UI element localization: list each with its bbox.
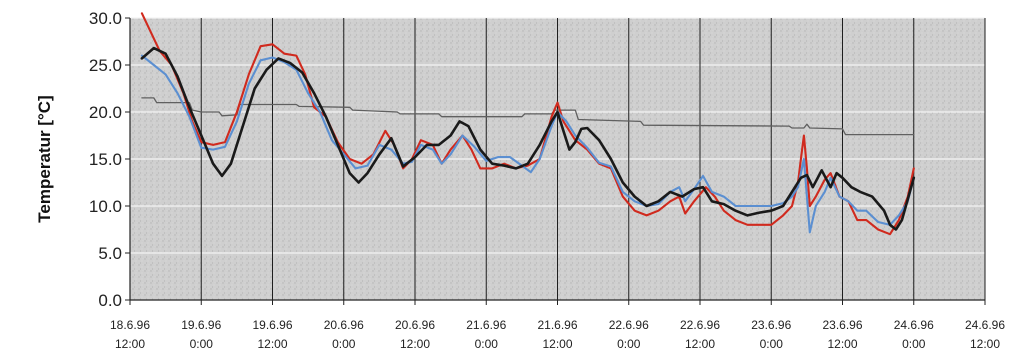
- series-group: [140, 12, 916, 236]
- y-tick-label: 15.0: [89, 150, 122, 169]
- y-tick-label: 20.0: [89, 103, 122, 122]
- y-tick-label: 25.0: [89, 56, 122, 75]
- x-tick-date: 20.6.96: [324, 318, 364, 332]
- x-tick-date: 24.6.96: [894, 318, 934, 332]
- x-tick-date: 23.6.96: [751, 318, 791, 332]
- x-tick-time: 12:00: [400, 337, 430, 351]
- series-line-2: [140, 46, 916, 231]
- x-tick-date: 21.6.96: [466, 318, 506, 332]
- y-axis-label: Temperatur [°C]: [35, 95, 54, 222]
- x-tick-time: 0:00: [902, 337, 926, 351]
- x-tick-time: 12:00: [115, 337, 145, 351]
- x-tick-time: 12:00: [542, 337, 572, 351]
- y-tick-label: 10.0: [89, 197, 122, 216]
- x-tick-date: 22.6.96: [609, 318, 649, 332]
- x-tick-date: 19.6.96: [252, 318, 292, 332]
- x-tick-date: 20.6.96: [395, 318, 435, 332]
- x-tick-time: 0:00: [475, 337, 499, 351]
- y-tick-label: 0.0: [98, 291, 122, 310]
- x-tick-time: 12:00: [257, 337, 287, 351]
- x-tick-date: 21.6.96: [537, 318, 577, 332]
- x-tick-date: 22.6.96: [680, 318, 720, 332]
- x-tick-time: 0:00: [760, 337, 784, 351]
- x-tick-date: 18.6.96: [110, 318, 150, 332]
- x-tick-time: 12:00: [970, 337, 1000, 351]
- x-tick-date: 24.6.96: [965, 318, 1005, 332]
- x-tick-time: 12:00: [685, 337, 715, 351]
- y-tick-label: 30.0: [89, 9, 122, 28]
- x-tick-time: 0:00: [190, 337, 214, 351]
- x-tick-date: 19.6.96: [181, 318, 221, 332]
- x-tick-time: 0:00: [332, 337, 356, 351]
- y-tick-label: 5.0: [98, 244, 122, 263]
- x-tick-time: 0:00: [617, 337, 641, 351]
- y-axis-ticks: 0.0 5.0 10.0 15.0 20.0 25.0 30.0: [89, 9, 130, 310]
- x-tick-date: 23.6.96: [822, 318, 862, 332]
- x-tick-time: 12:00: [827, 337, 857, 351]
- x-axis-ticks: 18.6.96 12:00 19.6.96 0:00 19.6.96 12:00 20.6.…: [110, 300, 1005, 351]
- series-line-1: [140, 54, 915, 234]
- series-line-3: [141, 97, 915, 136]
